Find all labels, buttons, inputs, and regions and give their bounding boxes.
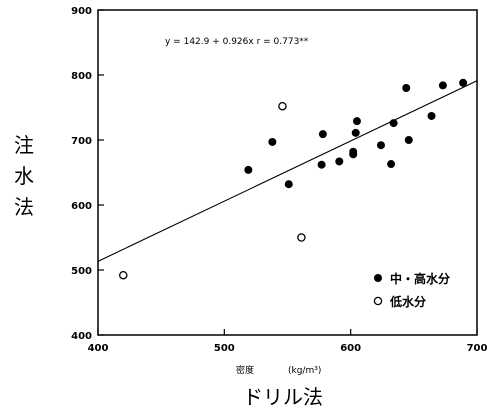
data-point-mid-high <box>459 78 468 87</box>
x-axis-unit-label: 密度 <box>236 364 254 376</box>
data-point-mid-high <box>284 180 293 189</box>
y-tick-label: 500 <box>71 266 92 277</box>
y-axis-label-char: 水 <box>14 164 34 188</box>
data-point-mid-high <box>349 150 358 159</box>
plot-frame <box>97 9 478 336</box>
data-point-low <box>278 101 287 111</box>
y-tick-label: 800 <box>71 71 92 82</box>
x-tick-label: 700 <box>467 343 488 354</box>
y-tick-label: 700 <box>71 136 92 147</box>
data-point-low <box>119 270 128 280</box>
x-axis-label: ドリル法 <box>243 385 323 409</box>
data-point-low <box>297 233 306 242</box>
y-axis: 400 500 600 700 800 900 <box>71 6 104 342</box>
legend-label-low: 低水分 <box>389 294 426 309</box>
x-tick-label: 500 <box>214 343 235 354</box>
y-tick-label: 400 <box>71 331 92 342</box>
data-point-mid-high <box>387 160 396 169</box>
x-tick-label: 400 <box>88 343 109 354</box>
x-tick-label: 600 <box>340 343 361 354</box>
data-point-mid-high <box>376 141 385 150</box>
data-point-mid-high <box>402 84 411 92</box>
data-point-mid-high <box>351 128 360 137</box>
legend-marker-mid-high <box>374 274 382 282</box>
data-point-mid-high <box>427 111 436 120</box>
regression-equation: y = 142.9 + 0.926x r = 0.773** <box>165 37 309 47</box>
data-point-mid-high <box>335 157 344 166</box>
y-tick-label: 900 <box>71 6 92 17</box>
regression-line <box>98 80 477 262</box>
y-axis-label: 注 水 法 <box>14 133 34 219</box>
data-point-mid-high <box>404 136 413 144</box>
data-points <box>119 78 468 280</box>
legend: 中・高水分 低水分 <box>373 271 450 309</box>
y-axis-label-char: 法 <box>14 195 34 219</box>
x-axis: 400 500 600 700 <box>88 329 488 354</box>
x-axis-unit: (kg/m³) <box>288 366 321 376</box>
data-point-mid-high <box>268 137 277 146</box>
data-point-mid-high <box>318 130 327 139</box>
data-point-mid-high <box>352 117 361 126</box>
legend-label-mid-high: 中・高水分 <box>390 271 450 286</box>
data-point-mid-high <box>438 81 447 90</box>
data-point-mid-high <box>244 165 253 174</box>
y-tick-label: 600 <box>71 201 92 212</box>
data-point-mid-high <box>317 160 326 169</box>
data-point-mid-high <box>389 119 398 128</box>
y-axis-label-char: 注 <box>14 133 34 157</box>
legend-marker-low <box>373 296 383 306</box>
